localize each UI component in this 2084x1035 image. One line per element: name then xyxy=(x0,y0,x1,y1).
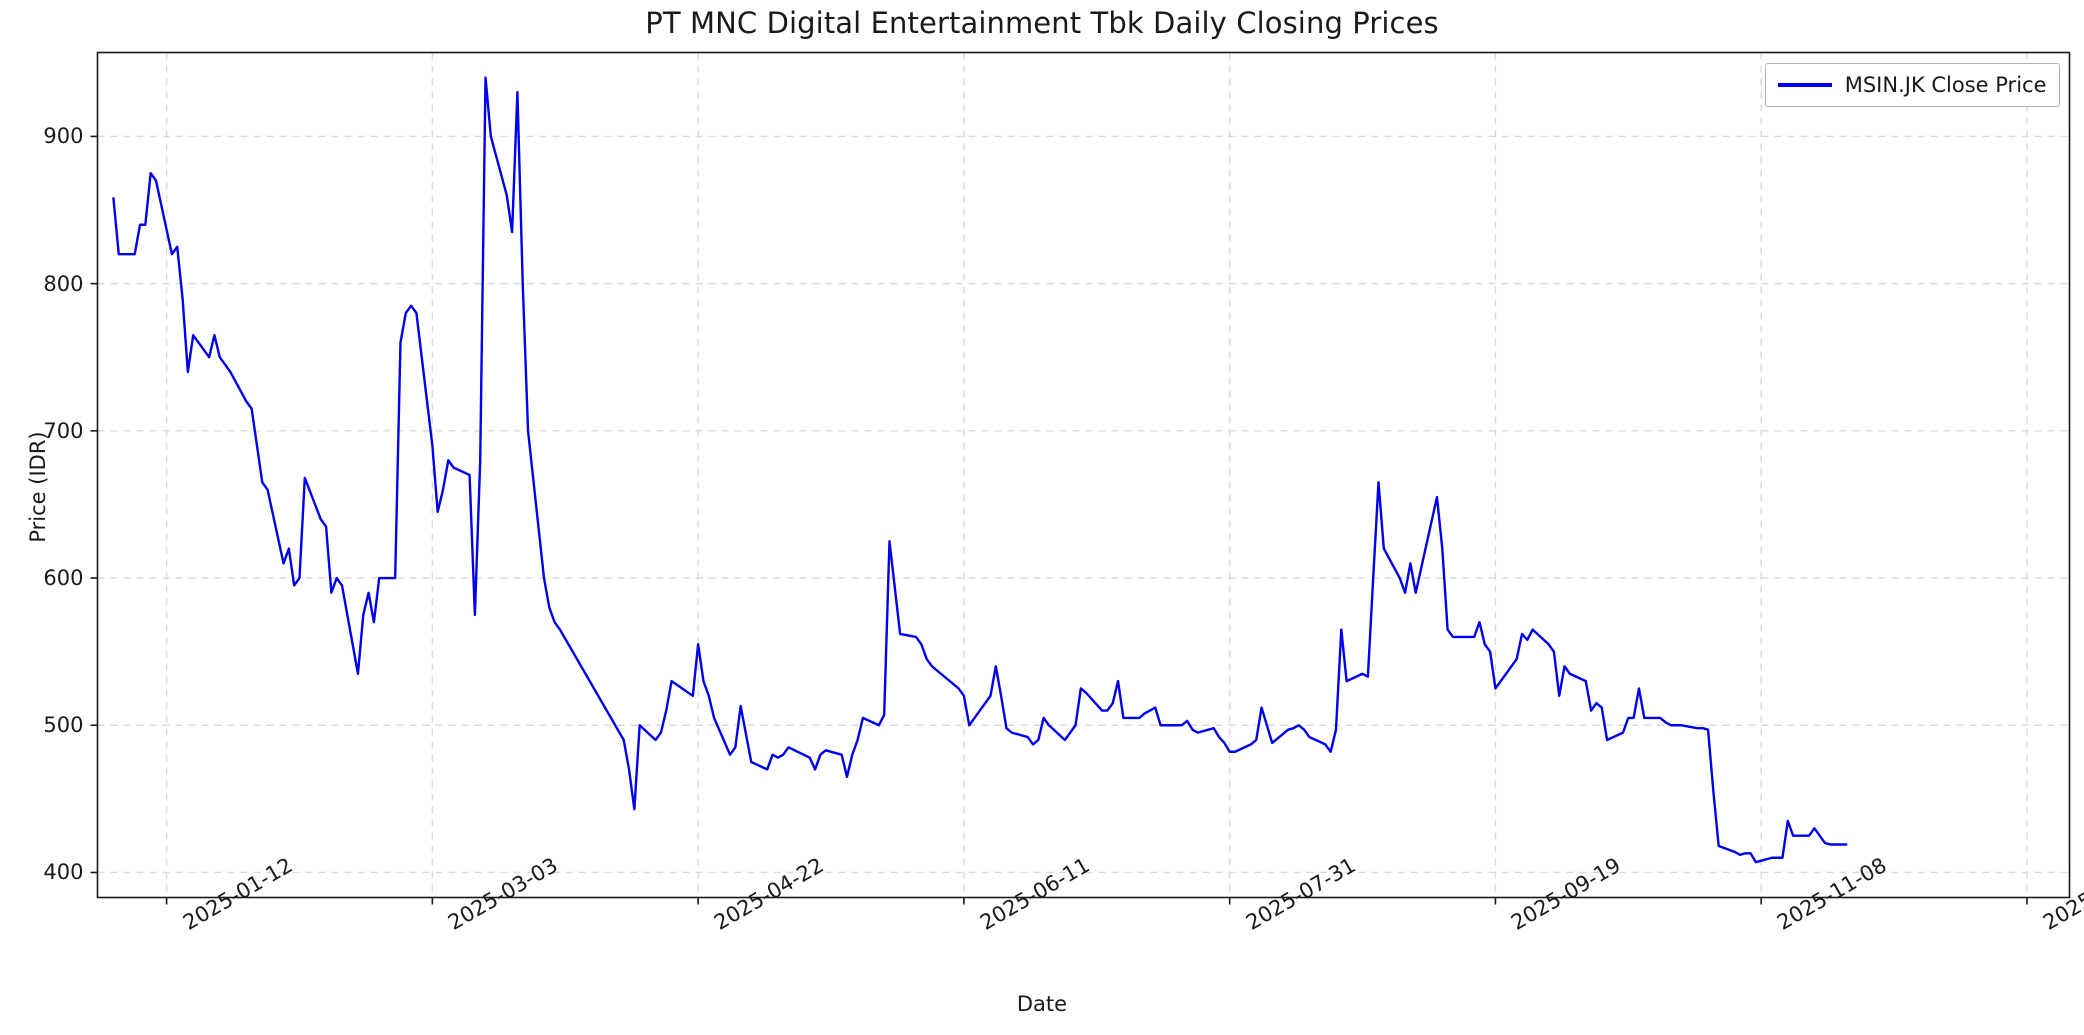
y-tick-label: 400 xyxy=(43,860,84,885)
legend-line-swatch xyxy=(1777,82,1832,87)
axis-ticks xyxy=(90,135,2028,905)
line-series-msin-jk-close-price xyxy=(112,76,1848,864)
legend: MSIN.JK Close Price xyxy=(1764,62,2060,107)
plot-frame xyxy=(96,51,2071,899)
legend-label: MSIN.JK Close Price xyxy=(1844,72,2047,97)
page-title: PT MNC Digital Entertainment Tbk Daily C… xyxy=(645,6,1439,40)
y-axis-label: Price (IDR) xyxy=(26,431,50,543)
y-tick-label: 800 xyxy=(43,271,84,296)
y-tick-label: 600 xyxy=(43,566,84,591)
y-tick-label: 500 xyxy=(43,713,84,738)
x-axis-label: Date xyxy=(1016,992,1068,1016)
y-tick-label: 700 xyxy=(43,418,84,443)
gridlines xyxy=(97,52,2070,898)
y-tick-label: 900 xyxy=(43,124,84,149)
